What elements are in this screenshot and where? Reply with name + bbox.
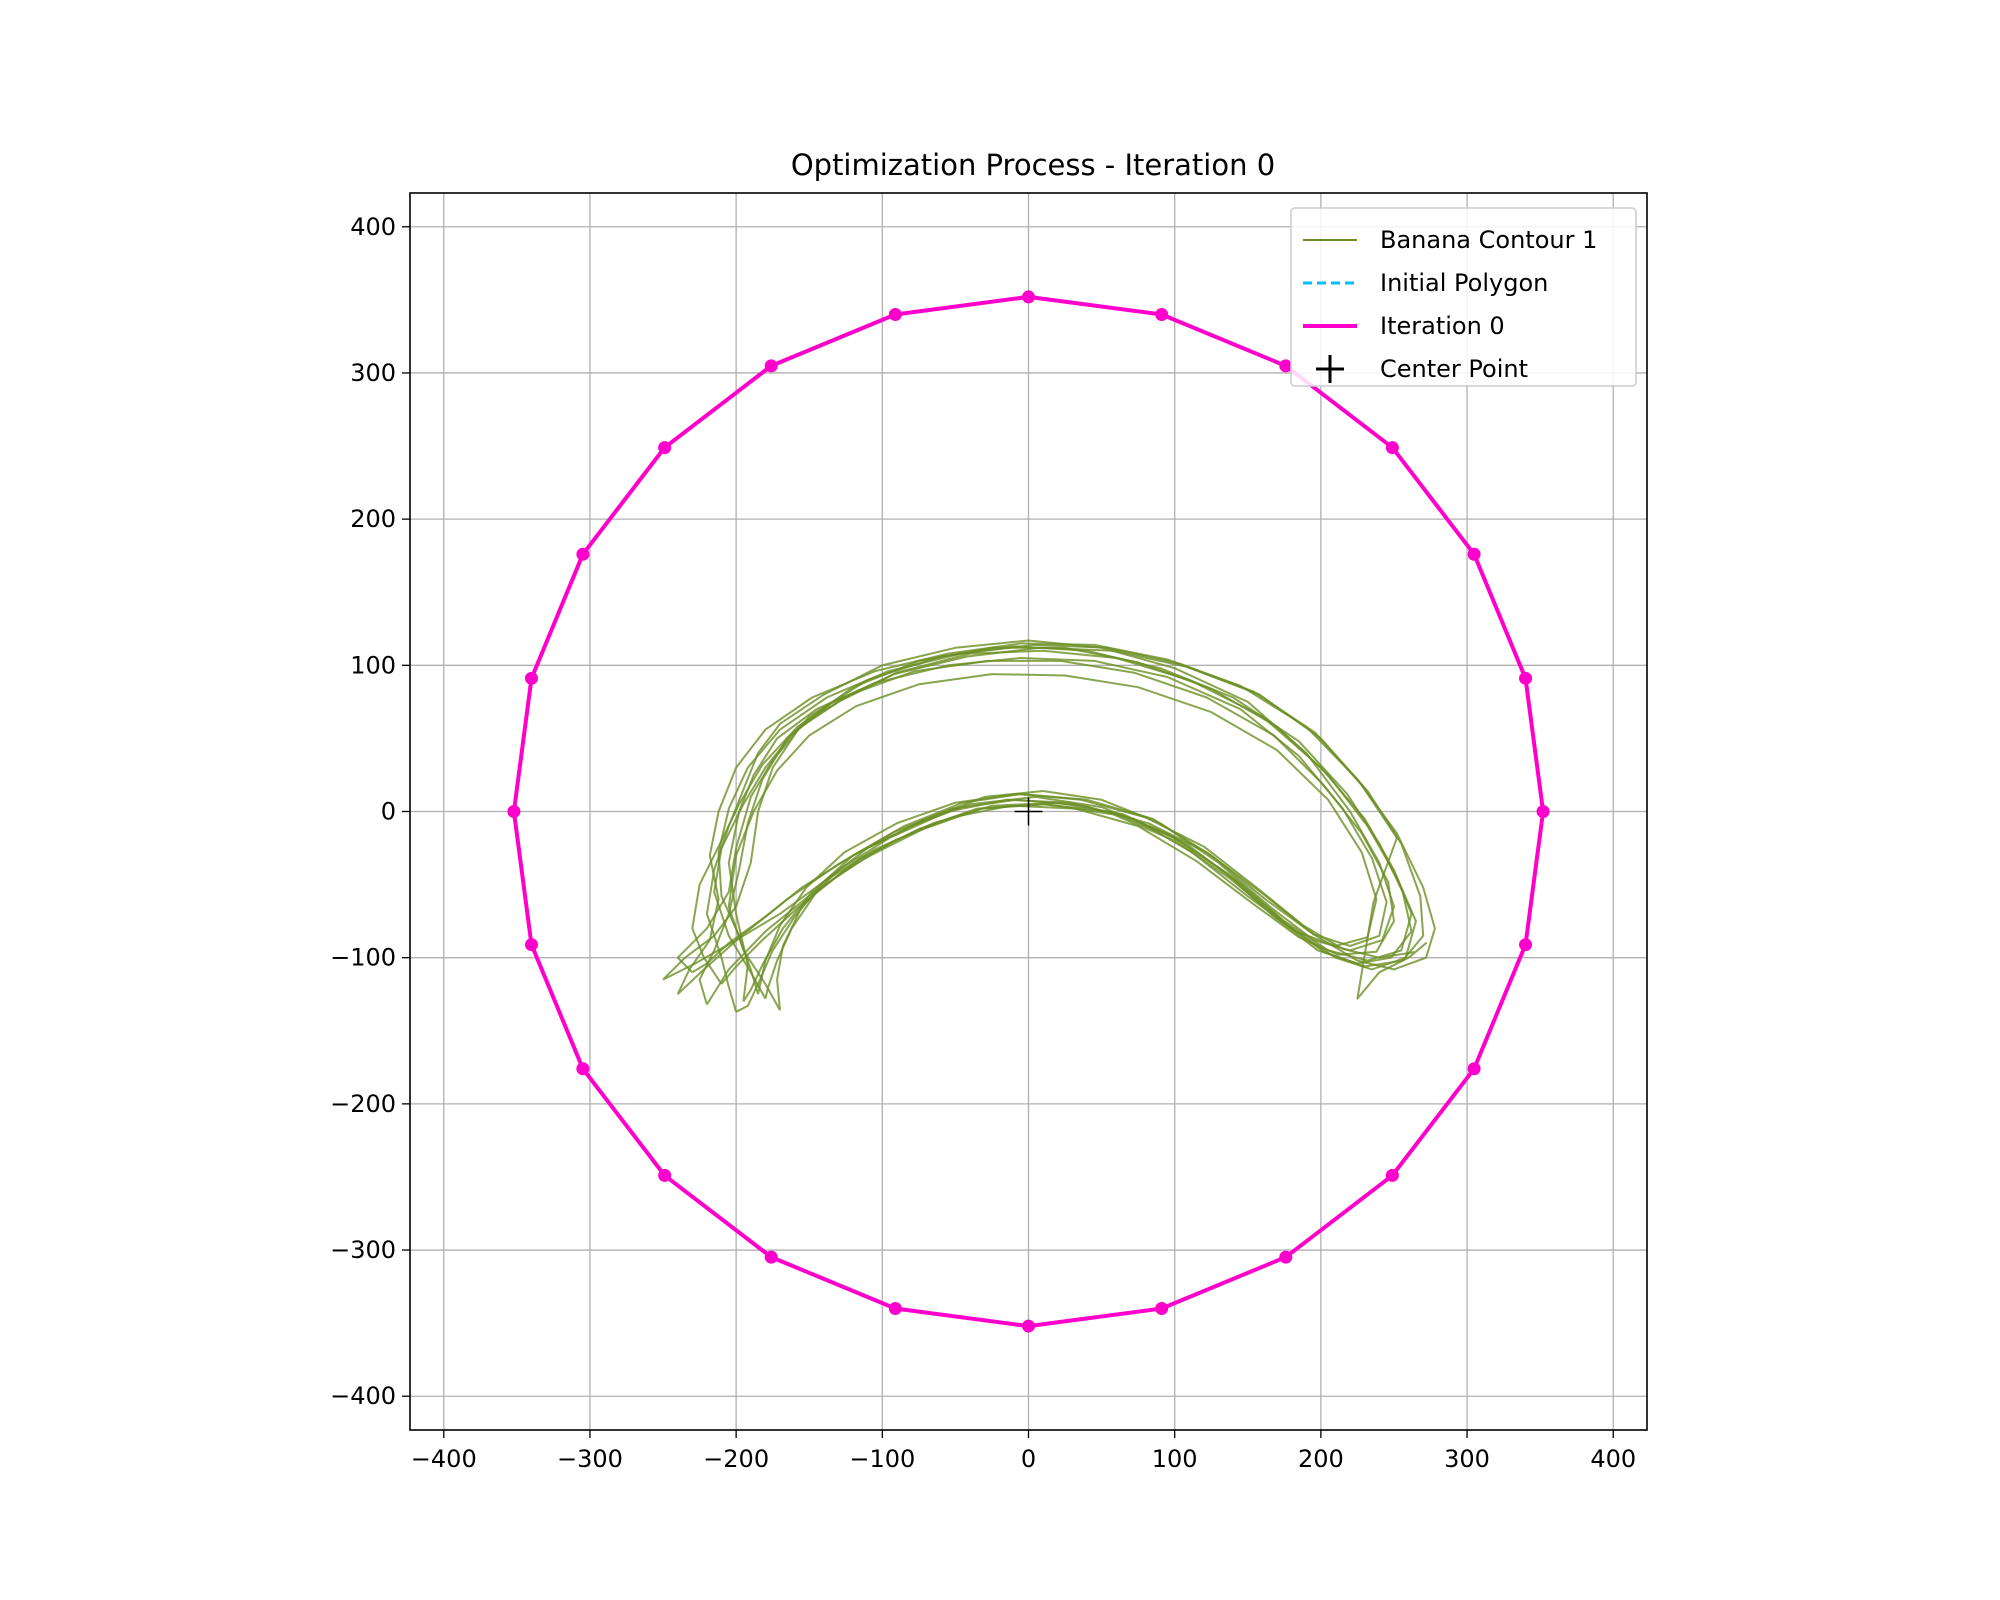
legend-entry: Iteration 0 [1380,312,1505,340]
banana-contour [717,643,1428,1000]
x-tick-label: −100 [849,1445,915,1473]
iteration-vertex [1519,671,1533,685]
x-tick-label: 0 [1021,1445,1036,1473]
y-tick-label: −100 [330,944,396,972]
center-point-marker [1014,797,1043,826]
iteration-vertex [1022,290,1035,304]
banana-contours [662,639,1436,1013]
iteration-vertex [1155,1302,1169,1316]
iteration-vertex [1467,1062,1481,1076]
iteration-vertex [1536,805,1550,818]
legend: Banana Contour 1 Initial Polygon Iteration… [1290,207,1637,387]
y-tick-label: −300 [330,1236,396,1264]
iteration-vertex [1279,359,1293,373]
iteration-vertex [576,1062,590,1076]
x-tick-label: −200 [703,1445,769,1473]
iteration-vertex [524,938,538,952]
legend-box [1290,207,1637,387]
y-tick-label: −400 [330,1382,396,1410]
legend-entry: Banana Contour 1 [1380,226,1597,254]
x-tick-label: 400 [1590,1445,1636,1473]
plot-frame [409,192,1648,1431]
x-tick-label: 200 [1298,1445,1344,1473]
x-tick-label: −300 [557,1445,623,1473]
iteration-vertex [507,805,521,818]
x-tick-label: 100 [1152,1445,1198,1473]
banana-contour [698,646,1425,1006]
x-tick-label: 300 [1444,1445,1490,1473]
iteration-vertex [524,671,538,685]
iteration-vertex [764,359,778,373]
iteration-vertex [658,1168,672,1182]
banana-contour [676,642,1436,995]
iteration-vertex [576,547,590,561]
iteration-vertex [888,307,902,321]
chart-title: Optimization Process - Iteration 0 [791,148,1275,182]
iteration-polygon [507,290,1550,1333]
iteration-vertex [764,1250,778,1264]
iteration-vertex [1467,547,1481,561]
iteration-vertex [1022,1319,1035,1333]
axis-ticks: −400 −300 −200 −100 0 100 200 300 400 −400 −300 −20… [330,213,1636,1473]
iteration-vertex [1385,1168,1399,1182]
y-tick-label: 100 [350,651,396,679]
y-tick-label: 300 [350,359,396,387]
banana-contour [727,673,1378,1011]
iteration-vertex [888,1302,902,1316]
legend-entry: Center Point [1380,355,1528,383]
iteration-vertex [1279,1250,1293,1264]
y-tick-label: 400 [350,213,396,241]
y-tick-label: −200 [330,1090,396,1118]
y-tick-label: 0 [381,798,396,826]
y-tick-label: 200 [350,505,396,533]
iteration-vertex [1155,307,1169,321]
iteration-vertex [1519,938,1533,952]
iteration-vertex [1385,441,1399,455]
x-tick-label: −400 [411,1445,477,1473]
legend-entry: Initial Polygon [1380,269,1548,297]
iteration-vertex [658,441,672,455]
